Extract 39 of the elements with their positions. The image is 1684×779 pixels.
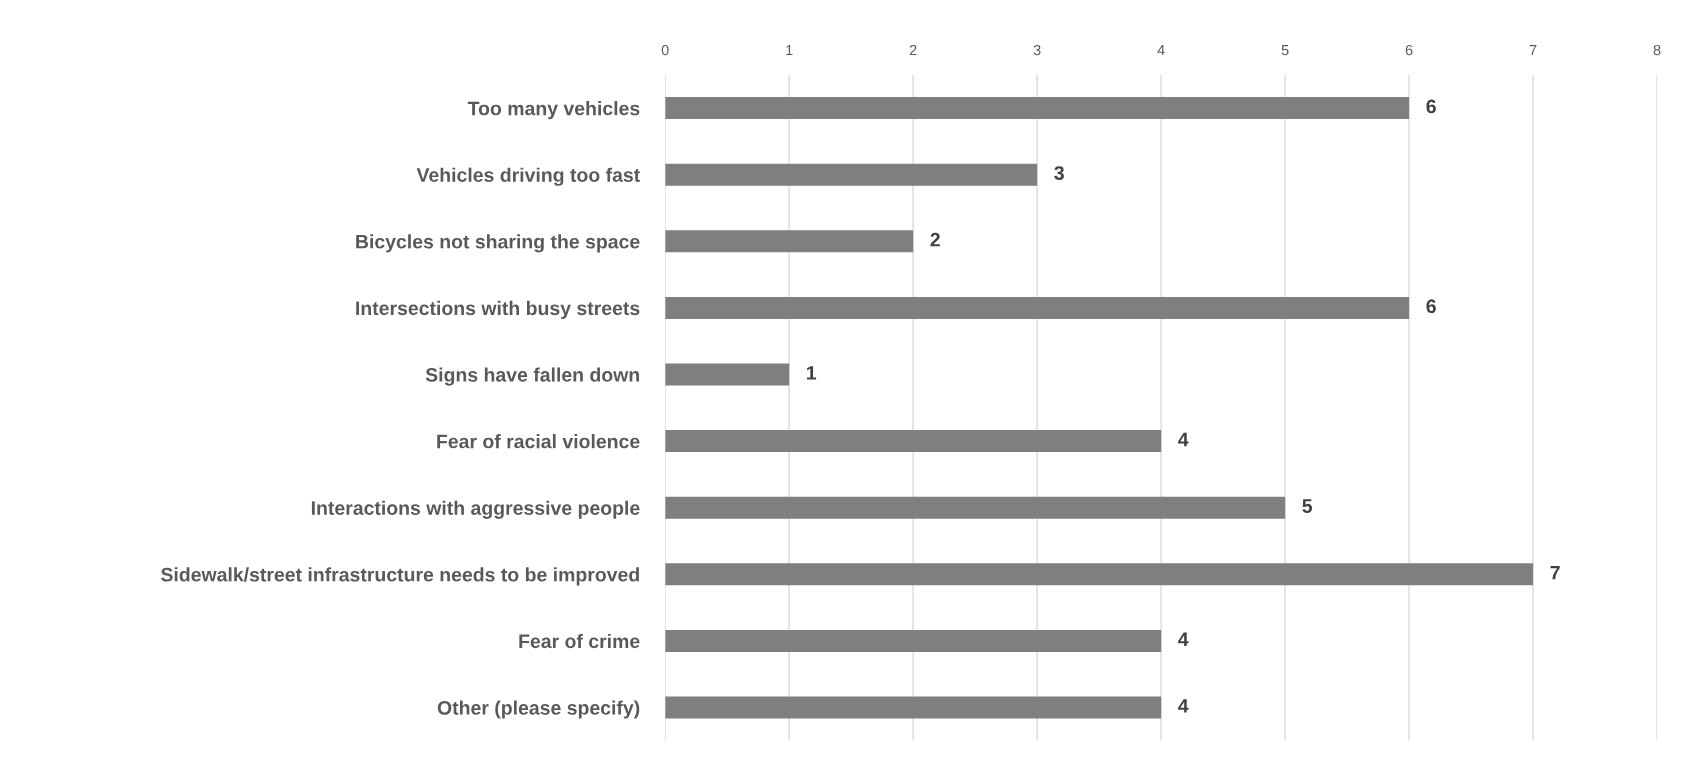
data-label: 6 — [1426, 99, 1436, 114]
y-tick-label: Sidewalk/street infrastructure needs to be improved — [161, 567, 639, 586]
bar — [665, 97, 1410, 120]
x-tick-label: 7 — [1529, 45, 1537, 56]
data-label: 3 — [1054, 166, 1064, 180]
bar — [665, 496, 1286, 519]
y-tick-label: Fear of crime — [519, 633, 640, 649]
data-label: 7 — [1550, 565, 1560, 580]
y-tick-label: Bicycles not sharing the space — [356, 234, 640, 253]
bar — [665, 230, 914, 253]
y-tick-label: Other (please specify) — [437, 700, 640, 719]
x-tick-label: 0 — [661, 44, 669, 56]
x-tick-label: 5 — [1281, 45, 1289, 56]
bar — [665, 163, 1038, 186]
bar — [665, 363, 790, 386]
y-tick-label: Vehicles driving too fast — [416, 167, 640, 186]
y-tick-label: Signs have fallen down — [425, 367, 639, 386]
bar — [665, 563, 1534, 586]
y-tick-label: Intersections with busy streets — [356, 300, 640, 319]
x-tick-label: 3 — [1033, 44, 1041, 56]
data-label: 5 — [1302, 499, 1313, 513]
y-tick-label: Interactions with aggressive people — [311, 500, 640, 519]
bar — [665, 296, 1410, 319]
bar — [665, 629, 1162, 652]
bar — [665, 696, 1162, 719]
x-tick-label: 8 — [1653, 44, 1661, 56]
data-label: 2 — [930, 232, 940, 247]
data-label: 4 — [1178, 699, 1189, 713]
x-tick-label: 4 — [1157, 45, 1165, 56]
y-tick-label: Too many vehicles — [467, 101, 640, 120]
data-label: 1 — [807, 366, 817, 380]
data-label: 6 — [1426, 299, 1436, 314]
bar — [665, 430, 1162, 453]
data-label: 4 — [1178, 632, 1189, 646]
y-tick-label: Fear of racial violence — [437, 434, 640, 449]
x-tick-label: 2 — [909, 44, 917, 56]
x-tick-label: 6 — [1405, 44, 1413, 56]
data-label: 4 — [1178, 432, 1189, 447]
x-tick-label: 1 — [786, 45, 793, 56]
